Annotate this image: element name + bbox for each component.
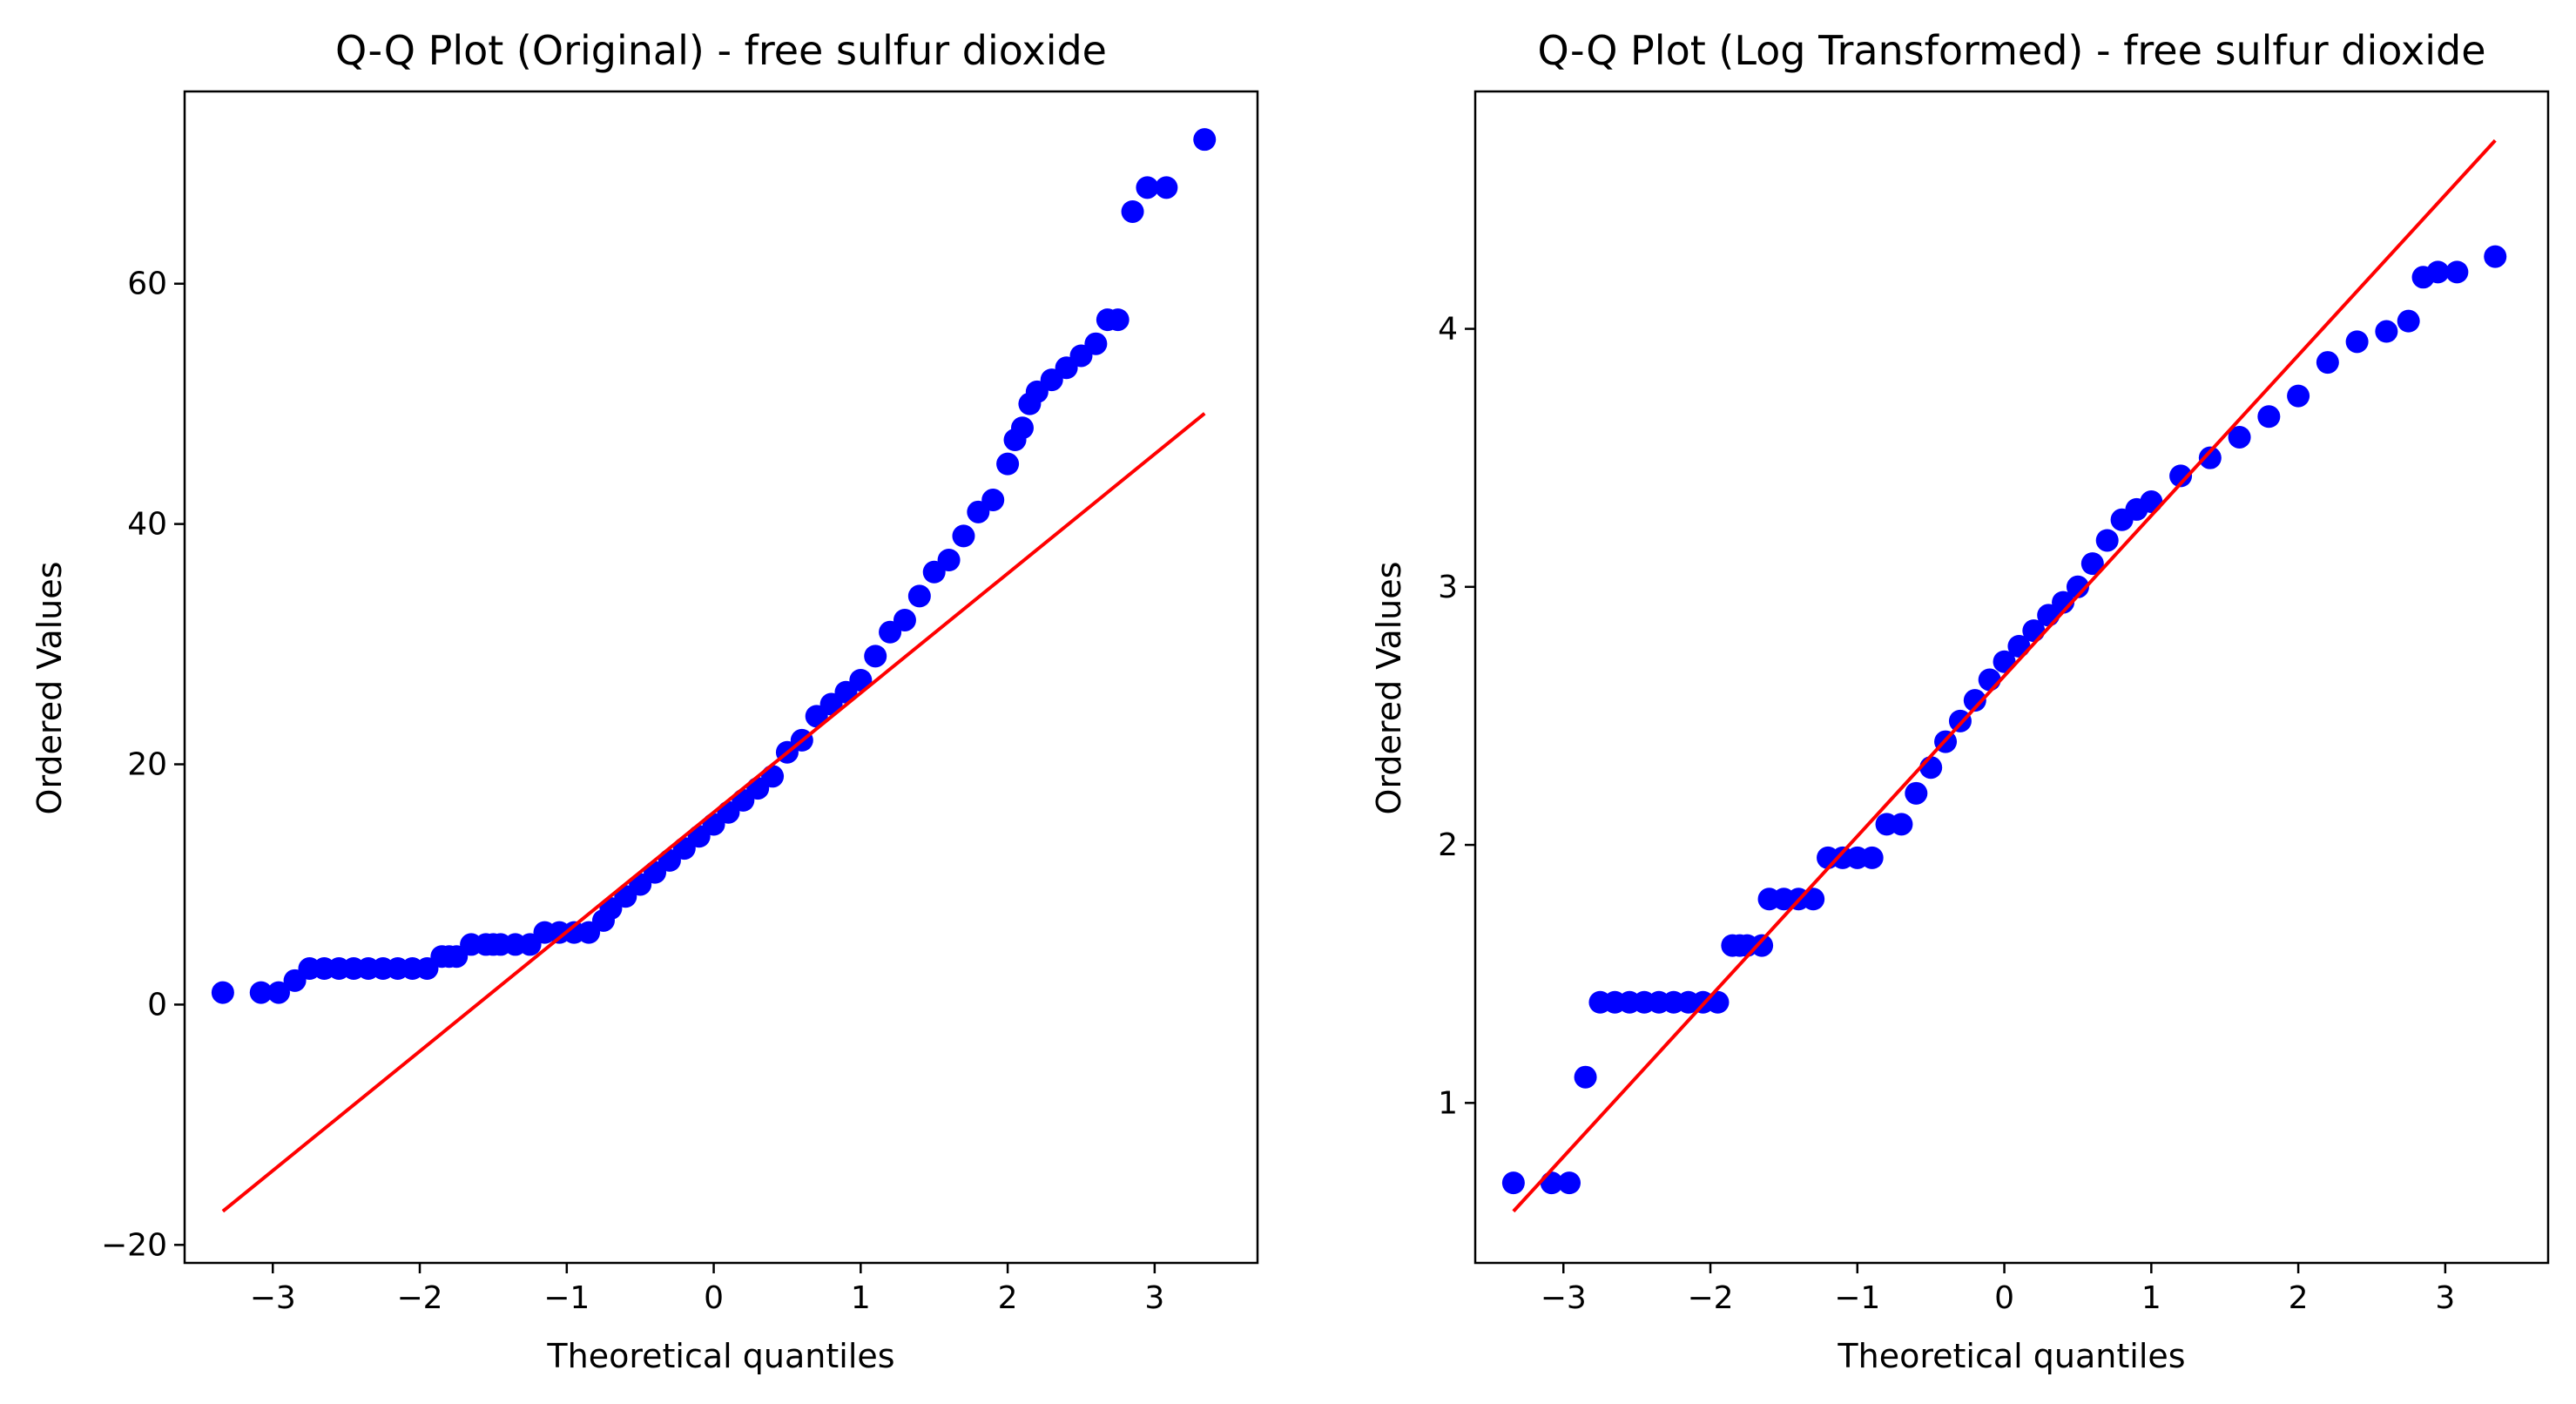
data-point	[2095, 529, 2119, 552]
subplot-original: Q-Q Plot (Original) - free sulfur dioxid…	[30, 27, 1259, 1375]
data-point	[1890, 813, 1913, 836]
data-point	[1501, 1171, 1525, 1195]
data-point	[267, 981, 291, 1004]
data-point	[864, 645, 887, 668]
data-point	[1136, 176, 1159, 199]
x-tick-label: 1	[2141, 1280, 2161, 1316]
data-point	[2140, 490, 2163, 514]
data-point	[1750, 934, 1774, 957]
x-ticks: −3 −2 −1 0 1 2 3	[1541, 1263, 2455, 1316]
x-tick-label: −1	[543, 1280, 590, 1316]
y-ticks: −20 0 20 40 60	[101, 267, 185, 1263]
data-point	[907, 584, 931, 608]
data-point	[2375, 320, 2398, 343]
y-tick-label: 40	[127, 507, 167, 543]
x-tick-label: 0	[704, 1280, 724, 1316]
data-point	[249, 981, 273, 1004]
data-point	[761, 765, 785, 788]
data-point	[2080, 552, 2104, 576]
data-point	[849, 668, 873, 692]
data-point	[1155, 176, 1178, 199]
x-axis-label: Theoretical quantiles	[546, 1337, 894, 1375]
data-point	[1084, 332, 1108, 355]
data-point	[1905, 781, 1928, 805]
data-point	[1558, 1171, 1581, 1195]
data-point	[2169, 464, 2193, 488]
data-point	[2445, 260, 2469, 284]
y-tick-label: 1	[1438, 1085, 1458, 1121]
data-point	[2345, 330, 2369, 354]
data-point	[1706, 990, 1730, 1014]
y-tick-label: 2	[1438, 827, 1458, 863]
axes-frame	[1473, 90, 2550, 1265]
data-point	[1802, 888, 1825, 911]
y-tick-label: 4	[1438, 312, 1458, 348]
axes-frame	[183, 90, 1259, 1265]
chart-title: Q-Q Plot (Log Transformed) - free sulfur…	[1537, 27, 2485, 74]
data-point	[1860, 846, 1884, 869]
fit-line	[1512, 138, 2497, 1213]
data-point	[893, 608, 916, 631]
x-tick-label: 3	[2435, 1280, 2455, 1316]
x-tick-label: 2	[2289, 1280, 2309, 1316]
data-point	[1106, 308, 1130, 332]
y-tick-label: 0	[147, 987, 167, 1023]
x-tick-label: −3	[250, 1280, 296, 1316]
chart-title: Q-Q Plot (Original) - free sulfur dioxid…	[335, 27, 1107, 74]
plot-area: −3 −2 −1 0 1 2 3 1 2 3 4	[1438, 90, 2550, 1316]
y-tick-label: 3	[1438, 570, 1458, 605]
data-point	[1963, 689, 1986, 712]
data-point	[2066, 575, 2089, 598]
x-tick-label: 1	[851, 1280, 871, 1316]
x-tick-label: 0	[1994, 1280, 2014, 1316]
data-point	[1978, 668, 2001, 692]
data-point	[996, 452, 1020, 476]
x-tick-label: 2	[998, 1280, 1018, 1316]
data-point	[952, 524, 975, 548]
data-point	[1574, 1065, 1597, 1089]
x-tick-label: −2	[396, 1280, 442, 1316]
data-point	[2397, 309, 2420, 333]
y-axis-label: Ordered Values	[1370, 562, 1408, 815]
x-ticks: −3 −2 −1 0 1 2 3	[250, 1263, 1164, 1316]
data-point	[2426, 260, 2450, 284]
data-point	[1121, 199, 1144, 223]
x-axis-label: Theoretical quantiles	[1837, 1337, 2185, 1375]
data-point	[1010, 416, 1034, 440]
data-point	[211, 981, 234, 1004]
data-point	[2228, 425, 2251, 449]
data-points	[1501, 245, 2507, 1195]
x-tick-label: −2	[1687, 1280, 1733, 1316]
fit-line-layer	[221, 412, 1206, 1213]
data-point	[2484, 245, 2507, 268]
x-tick-label: −1	[1834, 1280, 1880, 1316]
data-point	[2287, 384, 2310, 408]
y-tick-label: 20	[127, 747, 167, 783]
data-point	[2257, 405, 2281, 429]
data-points	[211, 128, 1217, 1004]
subplot-log: Q-Q Plot (Log Transformed) - free sulfur…	[1370, 27, 2550, 1375]
data-point	[2316, 351, 2339, 375]
y-ticks: 1 2 3 4	[1438, 312, 1475, 1121]
fit-line	[221, 412, 1206, 1213]
data-point	[937, 549, 961, 571]
plot-area: −3 −2 −1 0 1 2 3 −20 0 20 40 60	[101, 90, 1259, 1316]
data-point	[981, 489, 1005, 512]
y-tick-label: −20	[101, 1227, 167, 1263]
y-axis-label: Ordered Values	[30, 562, 69, 815]
data-point	[2198, 446, 2222, 469]
data-point	[1919, 756, 1943, 780]
y-tick-label: 60	[127, 267, 167, 302]
fit-line-layer	[1512, 138, 2497, 1213]
x-tick-label: 3	[1144, 1280, 1164, 1316]
x-tick-label: −3	[1541, 1280, 1587, 1316]
data-point	[1193, 128, 1217, 152]
